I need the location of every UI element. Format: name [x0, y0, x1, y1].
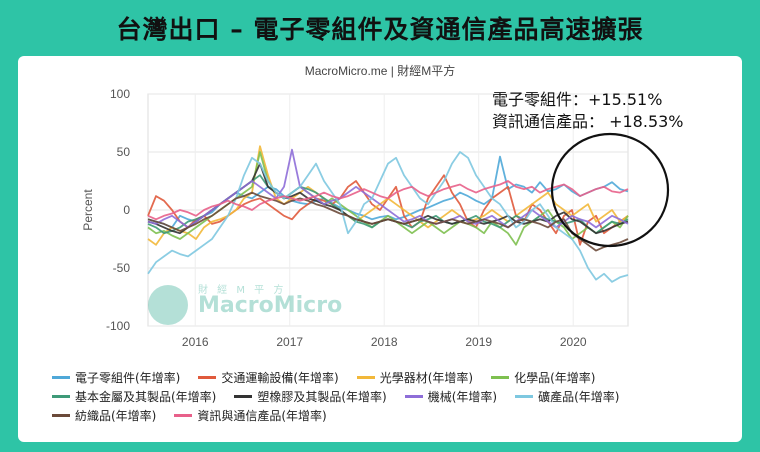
highlight-circle: [550, 132, 670, 248]
legend-item[interactable]: 機械(年增率): [404, 388, 498, 405]
x-tick-label: 2020: [560, 335, 587, 349]
legend-swatch: [356, 376, 375, 379]
y-tick-label: 50: [117, 145, 131, 159]
legend-swatch: [52, 376, 70, 379]
x-tick-label: 2018: [371, 335, 398, 349]
watermark-small-text: 財 經 M 平 方: [198, 285, 287, 296]
macromicro-logo-icon: [148, 285, 188, 325]
legend-item[interactable]: 礦產品(年增率): [515, 388, 620, 405]
legend-swatch: [515, 395, 534, 398]
legend-item[interactable]: 光學器材(年增率): [356, 369, 474, 386]
series-line-9: [147, 180, 629, 221]
legend-item[interactable]: 化學品(年增率): [491, 369, 596, 386]
x-tick-label: 2017: [276, 335, 303, 349]
legend-row: 電子零組件(年增率) 交通運輸設備(年增率) 光學器材(年增率) 化學品(年增率): [52, 368, 732, 387]
legend-label: 基本金屬及其製品(年增率): [75, 390, 217, 404]
line-chart: 100 50 0 -50 -100 2016 2017 2018 2019 2020 Percent: [81, 87, 670, 349]
y-tick-label: 100: [110, 87, 130, 101]
legend-label: 電子零組件(年增率): [75, 371, 181, 385]
legend-swatch: [234, 395, 253, 398]
source-label: MacroMicro.me | 財經M平方: [304, 64, 456, 78]
title-bar: 台灣出口 – 電子零組件及資通信產品高速擴張: [0, 0, 760, 56]
y-tick-label: -50: [113, 261, 131, 275]
y-tick-label: -100: [106, 319, 130, 333]
legend-item[interactable]: 塑橡膠及其製品(年增率): [234, 388, 387, 405]
legend-label: 化學品(年增率): [514, 371, 596, 385]
legend-swatch: [52, 414, 70, 417]
series-line-7: [147, 151, 629, 283]
legend-item[interactable]: 紡織品(年增率): [52, 407, 156, 424]
x-tick-label: 2019: [465, 335, 492, 349]
page-title: 台灣出口 – 電子零組件及資通信產品高速擴張: [116, 15, 644, 44]
annotation-electronic-components: 電子零組件：+15.51%: [492, 90, 663, 109]
legend-swatch: [404, 395, 423, 398]
legend-label: 交通運輸設備(年增率): [221, 371, 339, 385]
legend-row: 紡織品(年增率) 資訊與通信產品(年增率): [52, 406, 732, 425]
legend-row: 基本金屬及其製品(年增率) 塑橡膠及其製品(年增率) 機械(年增率) 礦產品(年增率): [52, 387, 732, 406]
legend-item[interactable]: 交通運輸設備(年增率): [198, 369, 339, 386]
y-axis-label: Percent: [81, 189, 95, 231]
legend-label: 資訊與通信產品(年增率): [197, 409, 327, 423]
legend-swatch: [174, 414, 193, 417]
chart-card: MacroMicro.me | 財經M平方 100 50 0 -50 -100 2016 2…: [18, 56, 742, 442]
watermark-big-text: MacroMicro: [198, 293, 343, 318]
series-line-6: [147, 148, 629, 229]
watermark: 財 經 M 平 方 MacroMicro: [148, 281, 348, 331]
legend-item[interactable]: 基本金屬及其製品(年增率): [52, 388, 216, 405]
chart-legend: 電子零組件(年增率) 交通運輸設備(年增率) 光學器材(年增率) 化學品(年增率) 基本…: [52, 368, 732, 425]
legend-label: 塑橡膠及其製品(年增率): [257, 390, 387, 404]
series-line-8: [147, 191, 629, 252]
legend-label: 礦產品(年增率): [538, 390, 620, 404]
legend-swatch: [52, 395, 70, 398]
y-tick-label: 0: [123, 203, 130, 217]
legend-swatch: [491, 376, 510, 379]
legend-item[interactable]: 電子零組件(年增率): [52, 369, 180, 386]
legend-label: 機械(年增率): [427, 390, 498, 404]
legend-label: 光學器材(年增率): [379, 371, 474, 385]
x-tick-label: 2016: [182, 335, 209, 349]
legend-label: 紡織品(年增率): [75, 409, 157, 423]
annotation-ict-products: 資訊通信產品： +18.53%: [492, 112, 684, 131]
legend-swatch: [198, 376, 217, 379]
legend-item[interactable]: 資訊與通信產品(年增率): [174, 407, 327, 424]
